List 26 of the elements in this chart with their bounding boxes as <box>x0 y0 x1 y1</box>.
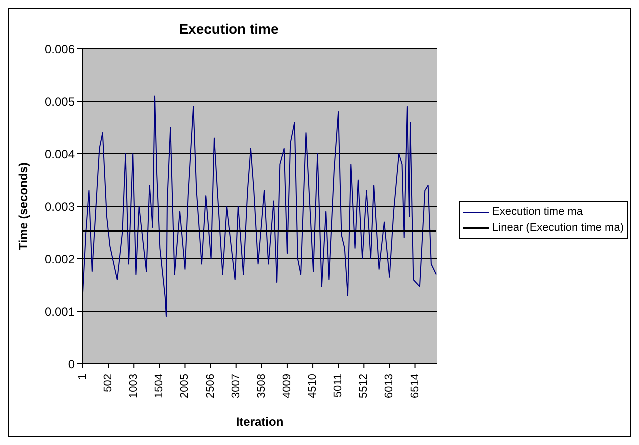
y-tick-label: 0.004 <box>44 147 76 162</box>
x-tick-label: 6514 <box>409 374 422 398</box>
legend-label: Linear (Execution time ma) <box>492 221 624 236</box>
x-axis-title: Iteration <box>236 415 284 429</box>
legend-label: Execution time ma <box>492 205 584 220</box>
y-tick-label: 0 <box>68 357 76 372</box>
y-tick-label: 0.003 <box>44 200 76 214</box>
x-tick-label: 3007 <box>230 374 242 398</box>
y-tick-label: 0.005 <box>44 94 76 109</box>
x-tick-label: 1 <box>77 374 89 380</box>
x-tick-label: 1003 <box>128 374 140 398</box>
y-tick-label: 0.006 <box>44 42 76 56</box>
x-tick-label: 4510 <box>307 374 320 398</box>
x-tick-label: 5512 <box>358 374 370 398</box>
x-tick-label: 3508 <box>256 374 268 398</box>
x-tick-label: 4009 <box>281 374 294 398</box>
y-tick-label: 0.002 <box>44 252 76 266</box>
x-tick-label: 6013 <box>384 374 396 398</box>
y-axis-title: Time (seconds) <box>16 162 30 250</box>
x-tick-label: 502 <box>102 374 115 392</box>
x-tick-label: 5011 <box>332 374 345 398</box>
x-tick-label: 1504 <box>154 374 166 398</box>
x-tick-label: 2506 <box>204 374 217 398</box>
chart-title: Execution time <box>178 21 280 37</box>
y-tick-label: 0.001 <box>44 304 76 319</box>
x-tick-label: 2005 <box>179 374 192 398</box>
